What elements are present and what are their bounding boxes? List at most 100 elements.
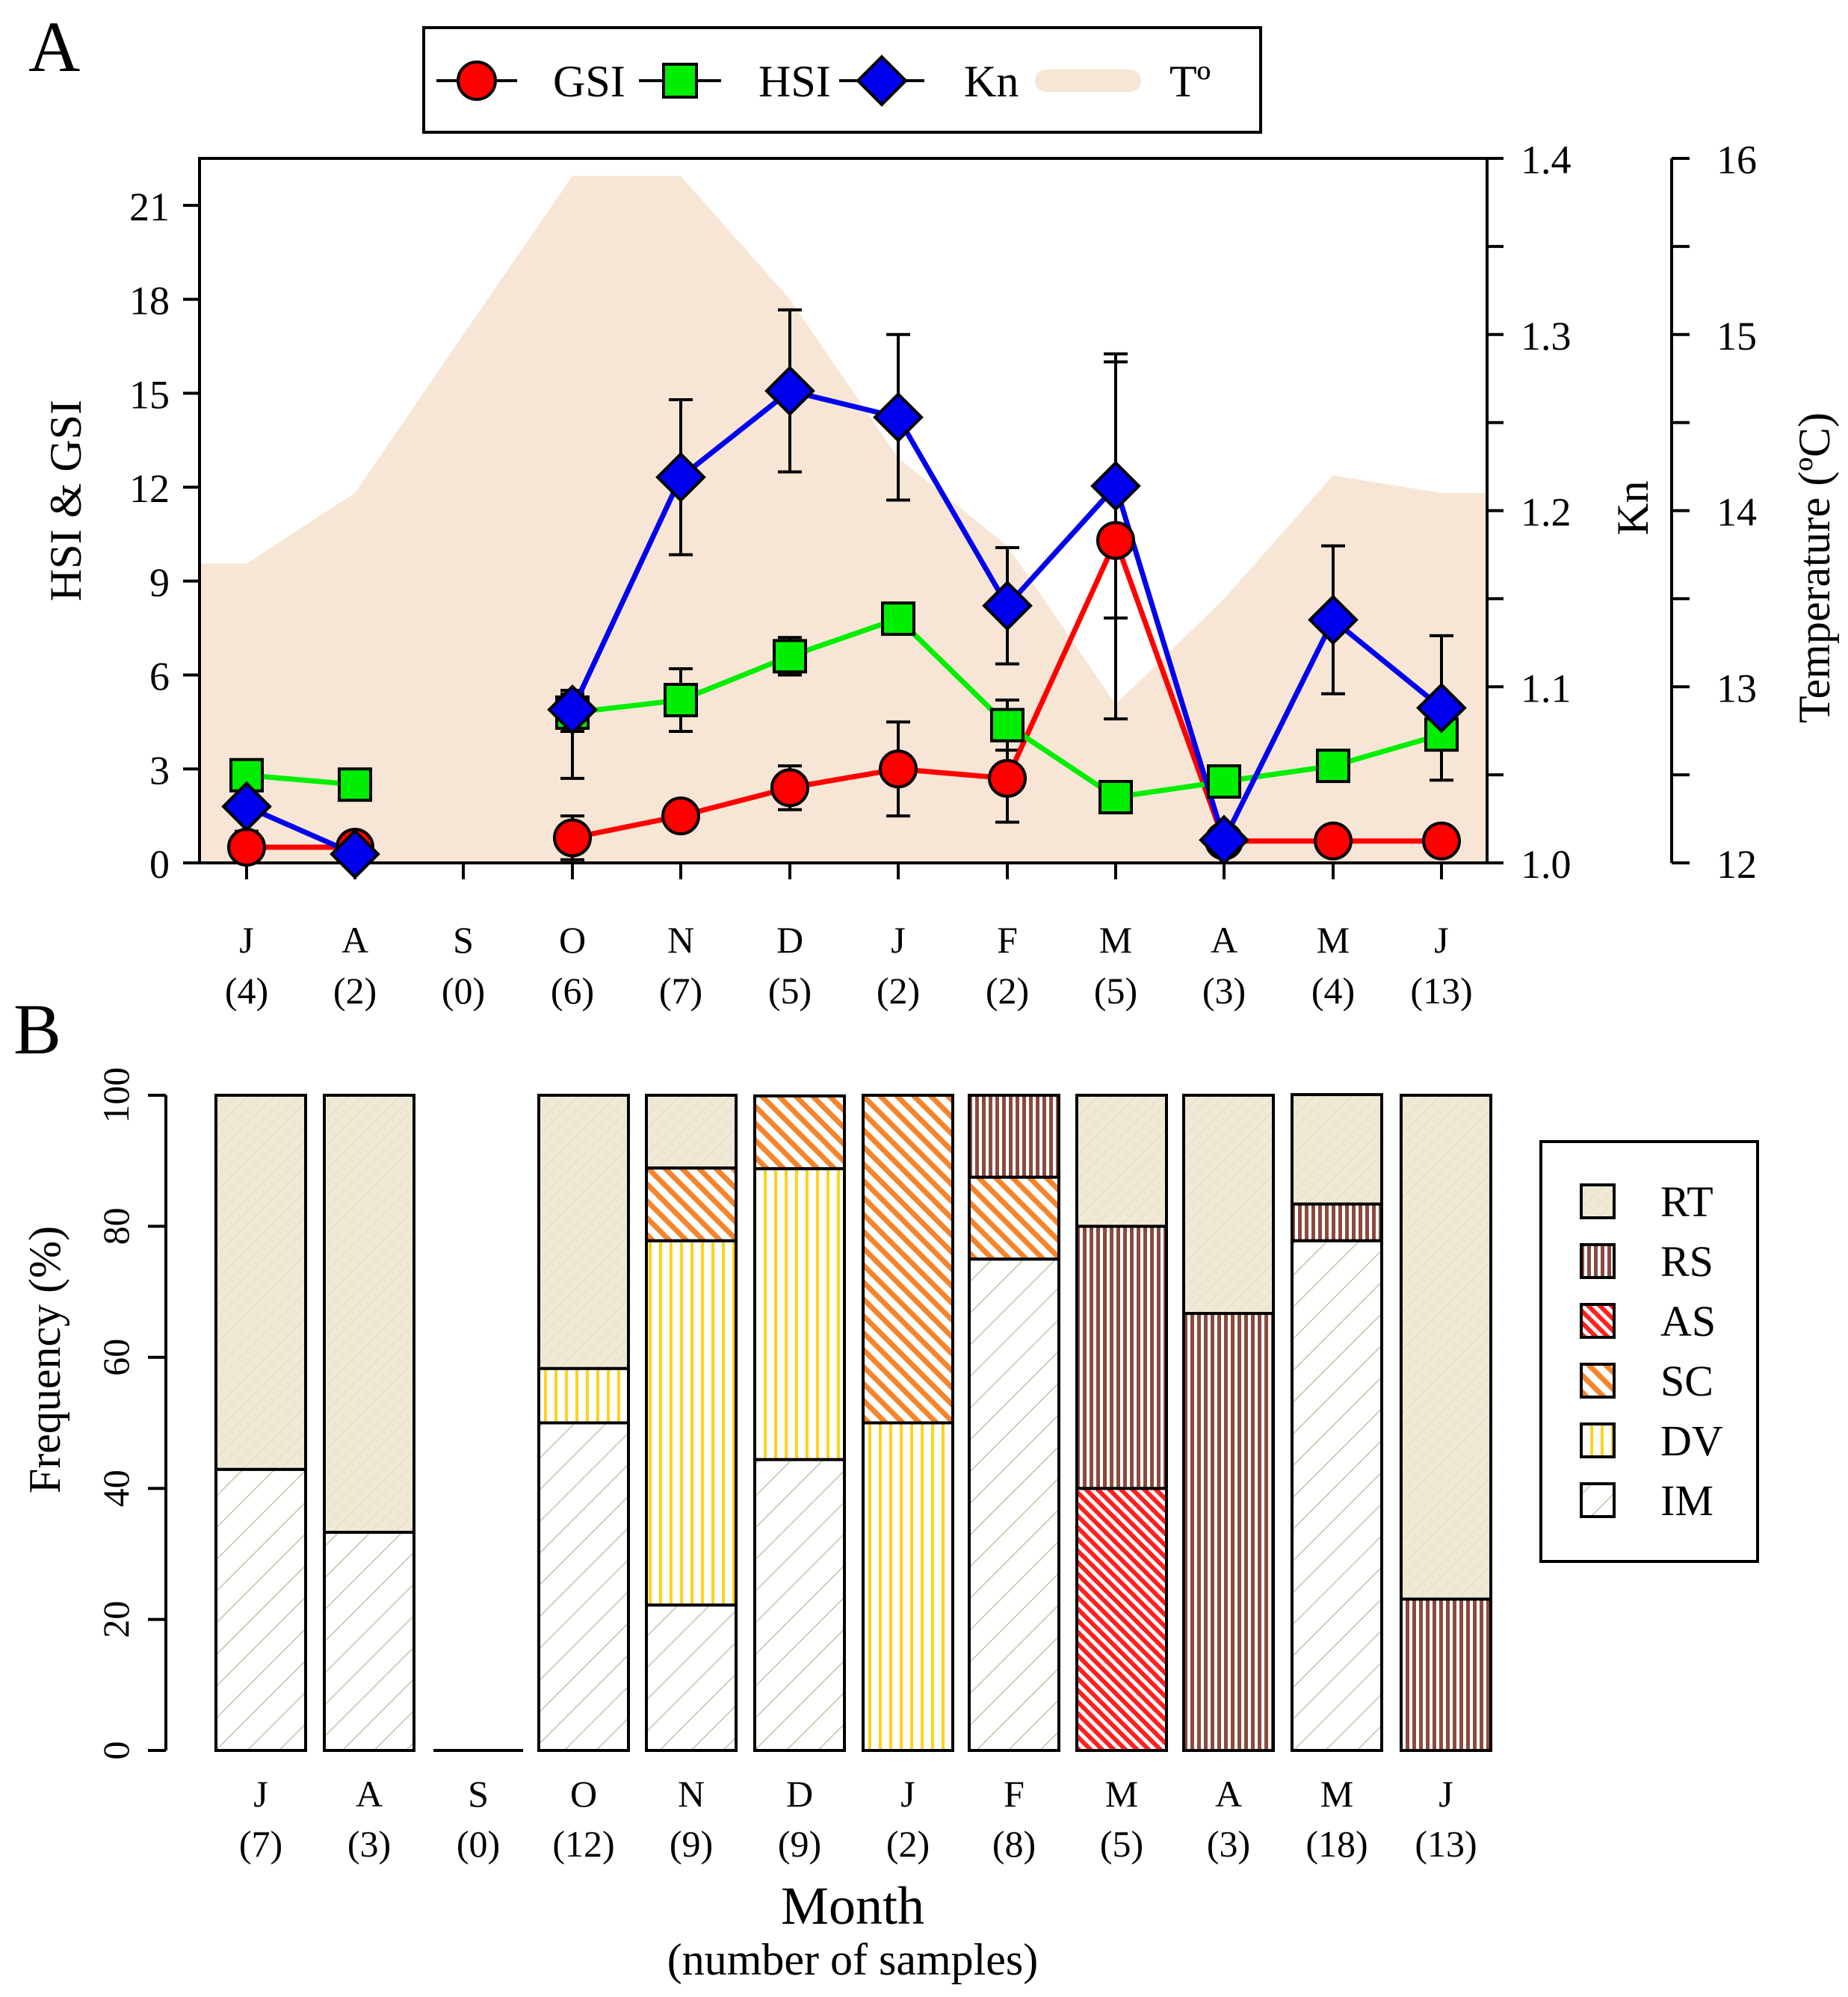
y-temperature-tick-label: 12 [1716, 842, 1757, 887]
y-frequency-tick-label: 60 [95, 1339, 137, 1376]
x-tick-label-month: A [1215, 1773, 1242, 1815]
legend-b-label-dv: DV [1660, 1417, 1723, 1465]
bar-segment-rt [645, 1094, 738, 1170]
bar-segment-dv [753, 1167, 846, 1461]
x-tick-label-month: O [570, 1773, 597, 1815]
y-kn-tick-label: 1.0 [1521, 842, 1572, 887]
legend-b-swatch-rt [1580, 1183, 1616, 1219]
legend-gsi-label: GSI [553, 57, 625, 106]
bar-segment-im [753, 1458, 846, 1753]
x-tick-label-month: F [997, 919, 1018, 961]
kn-point [330, 829, 380, 880]
y-kn-tick-label: 1.4 [1521, 137, 1572, 182]
y-left-tick-label: 3 [149, 748, 170, 793]
x-tick-label-count: (9) [670, 1823, 713, 1865]
bar-segment-dv [537, 1366, 630, 1425]
y-frequency-tick-label: 20 [95, 1601, 137, 1638]
y-left-tick-label: 18 [129, 279, 170, 323]
gsi-point [553, 818, 592, 858]
legend-b-frame [1539, 1140, 1759, 1563]
gsi-point [879, 749, 918, 789]
x-tick-label-month: J [1438, 1773, 1453, 1815]
y-axis-kn-title: Kn [1608, 480, 1657, 535]
bar-segment-as [1075, 1487, 1168, 1752]
legend-hsi-marker [662, 63, 698, 99]
legend-temperature-label: Tº [1169, 57, 1211, 106]
x-tick-label-month: F [1004, 1773, 1025, 1815]
y-left-tick-label: 0 [149, 842, 170, 887]
bar-segment-rt [1075, 1094, 1168, 1228]
x-tick-label-month: M [1099, 919, 1132, 961]
x-tick-label-month: N [678, 1773, 705, 1815]
bar-segment-im [537, 1421, 630, 1752]
y-left-tick-label: 15 [129, 372, 170, 417]
y-frequency-tick-label: 80 [95, 1207, 137, 1245]
y-left-tick-label: 6 [149, 654, 170, 699]
kn-point [221, 781, 272, 832]
bar-segment-im [968, 1257, 1060, 1752]
x-tick-label-count: (18) [1305, 1823, 1368, 1865]
temperature-area-layer [200, 176, 1487, 864]
y-temperature-tick-label: 16 [1716, 137, 1757, 182]
x-tick-label-month: A [342, 919, 368, 961]
panel-b-label: B [13, 989, 61, 1069]
bar-segment-rs [968, 1094, 1060, 1179]
y-temperature-tick-label: 15 [1716, 314, 1757, 359]
bar-segment-sc [968, 1175, 1060, 1261]
legend-b-swatch-sc [1580, 1363, 1616, 1399]
y-left-tick-label: 12 [129, 466, 170, 511]
legend-b-label-rs: RS [1660, 1237, 1713, 1286]
kn-point [547, 684, 598, 735]
bar-segment-rs [1400, 1597, 1492, 1753]
x-tick-label-count: (3) [1202, 970, 1246, 1012]
x-tick-label-count: (5) [1100, 1823, 1143, 1865]
x-tick-label-count: (3) [1207, 1823, 1250, 1865]
temperature-area [200, 176, 1487, 864]
legend-gsi-marker [457, 61, 497, 101]
gsi-point [661, 796, 700, 836]
y-kn-tick-label: 1.3 [1521, 314, 1572, 359]
x-tick-label-count: (0) [457, 1823, 500, 1865]
y-frequency-tick-label: 0 [95, 1741, 137, 1760]
panel-a-label: A [28, 7, 80, 87]
legend-b-label-rt: RT [1660, 1177, 1713, 1226]
x-tick-label-count: (5) [768, 970, 812, 1012]
x-tick-label-count: (0) [442, 970, 485, 1012]
x-tick-label-month: A [1211, 919, 1237, 961]
bar-segment-rt [537, 1094, 630, 1370]
gsi-point [1314, 821, 1353, 861]
bar-segment-rs [1182, 1312, 1275, 1752]
panel-b-legend: RT RS AS SC DV IM [1539, 1140, 1759, 1563]
x-tick-label-month: J [239, 919, 253, 961]
x-tick-label-month: S [468, 1773, 489, 1815]
bar-segment-rs [1291, 1202, 1383, 1242]
hsi-point [881, 601, 915, 637]
gsi-point [1096, 521, 1135, 560]
kn-point [1416, 682, 1467, 734]
bar-segment-rt [214, 1094, 307, 1471]
hsi-point [1316, 749, 1350, 784]
bar-segment-im [214, 1467, 307, 1752]
legend-b-swatch-as [1580, 1303, 1616, 1339]
x-tick-label-count: (13) [1410, 970, 1472, 1012]
hsi-point [664, 683, 698, 718]
x-tick-label-month: N [667, 919, 694, 961]
panel-a-legend: GSI HSI Kn Tº [422, 26, 1262, 134]
kn-point [764, 365, 815, 417]
bar-segment-im [1291, 1239, 1383, 1752]
bar-segment-dv [645, 1239, 738, 1607]
x-tick-label-month: J [891, 919, 905, 961]
legend-kn-label: Kn [964, 57, 1019, 106]
bar-segment-sc [753, 1094, 846, 1171]
legend-b-swatch-dv [1580, 1422, 1616, 1458]
gsi-point [227, 828, 266, 867]
kn-point [873, 391, 924, 443]
x-tick-label-count: (3) [347, 1823, 391, 1865]
x-tick-label-count: (12) [552, 1823, 614, 1865]
gsi-point [1422, 821, 1461, 861]
y-temperature-tick-label: 13 [1716, 666, 1757, 710]
x-tick-label-month: M [1320, 1773, 1353, 1815]
hsi-point [990, 708, 1025, 743]
x-tick-label-count: (7) [659, 970, 702, 1012]
